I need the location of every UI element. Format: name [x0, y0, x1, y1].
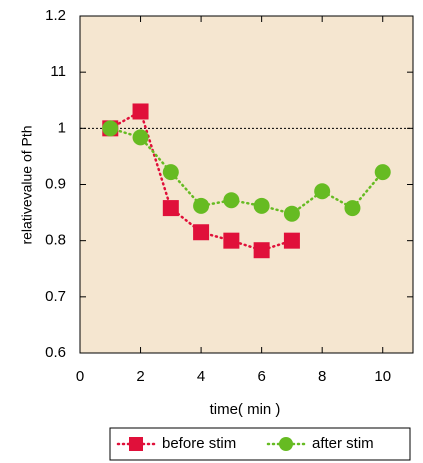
marker	[162, 200, 179, 217]
y-axis-label: relativevalue of Pth	[19, 125, 35, 244]
marker	[223, 192, 240, 209]
legend-label: before stim	[162, 435, 236, 452]
marker	[283, 205, 300, 222]
marker	[344, 200, 361, 217]
y-tick-label: 1	[58, 119, 66, 136]
marker	[223, 232, 240, 249]
marker	[374, 164, 391, 181]
x-axis-label: time( min )	[210, 401, 281, 418]
marker	[193, 224, 210, 241]
marker	[193, 197, 210, 214]
legend-box	[109, 427, 411, 461]
marker	[253, 197, 270, 214]
y-tick-label: 11	[50, 63, 66, 80]
y-tick-label: 0.9	[45, 175, 66, 192]
x-tick-label: 6	[257, 368, 265, 385]
y-tick-label: 1.2	[45, 7, 66, 24]
marker	[162, 164, 179, 181]
x-tick-label: 0	[76, 368, 84, 385]
legend-label: after stim	[312, 435, 374, 452]
y-tick-label: 0.7	[45, 288, 66, 305]
y-tick-label: 0.6	[45, 344, 66, 361]
marker	[283, 232, 300, 249]
y-tick-label: 0.8	[45, 232, 66, 249]
marker	[253, 242, 270, 259]
x-tick-label: 8	[318, 368, 326, 385]
plot-background	[80, 16, 413, 353]
plot-frame	[79, 15, 414, 354]
marker	[314, 183, 331, 200]
legend-marker	[129, 437, 143, 451]
marker	[132, 103, 149, 120]
x-tick-label: 2	[136, 368, 144, 385]
marker	[132, 129, 149, 146]
series-line	[109, 127, 384, 216]
x-tick-label: 10	[374, 368, 391, 385]
legend-marker	[279, 437, 293, 451]
x-tick-label: 4	[197, 368, 205, 385]
marker	[102, 120, 119, 137]
